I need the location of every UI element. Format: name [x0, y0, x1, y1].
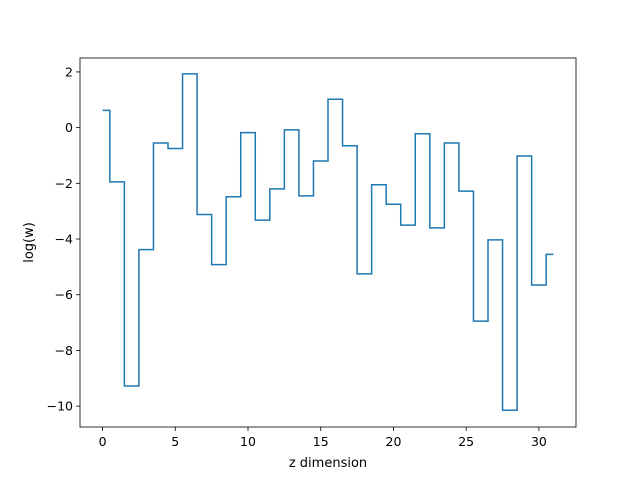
- x-tick-label: 10: [240, 434, 256, 449]
- y-tick-label: −2: [55, 176, 73, 191]
- y-tick-label: −6: [55, 287, 73, 302]
- x-tick-label: 20: [386, 434, 402, 449]
- y-tick-label: −8: [55, 343, 73, 358]
- y-tick-label: 0: [65, 120, 73, 135]
- x-tick-label: 0: [99, 434, 107, 449]
- plot-frame: [79, 57, 577, 428]
- x-tick-label: 30: [531, 434, 547, 449]
- y-tick-label: −4: [55, 232, 73, 247]
- y-tick-label: 2: [65, 64, 73, 79]
- series-line: [102, 73, 554, 412]
- x-tick-label: 5: [171, 434, 179, 449]
- y-axis-label: log(w): [22, 222, 37, 263]
- x-axis-ticks: 0 5 10 15 20 25 30: [99, 427, 547, 449]
- y-axis-ticks: 2 0 −2 −4 −6 −8 −10: [47, 64, 80, 414]
- x-tick-label: 25: [458, 434, 474, 449]
- y-tick-label: −10: [47, 399, 73, 414]
- x-tick-label: 15: [313, 434, 329, 449]
- x-axis-label: z dimension: [289, 456, 367, 471]
